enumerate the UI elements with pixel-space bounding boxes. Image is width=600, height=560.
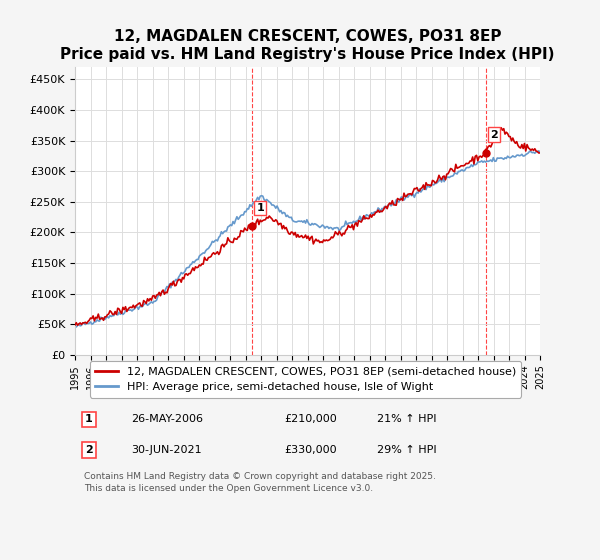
- Text: Contains HM Land Registry data © Crown copyright and database right 2025.
This d: Contains HM Land Registry data © Crown c…: [84, 472, 436, 493]
- Text: 26-MAY-2006: 26-MAY-2006: [131, 414, 203, 424]
- Title: 12, MAGDALEN CRESCENT, COWES, PO31 8EP
Price paid vs. HM Land Registry's House P: 12, MAGDALEN CRESCENT, COWES, PO31 8EP P…: [60, 30, 555, 62]
- Text: £330,000: £330,000: [284, 445, 337, 455]
- Text: 29% ↑ HPI: 29% ↑ HPI: [377, 445, 437, 455]
- Text: 2: 2: [490, 129, 498, 139]
- Text: £210,000: £210,000: [284, 414, 337, 424]
- Text: 1: 1: [256, 203, 264, 213]
- Text: 21% ↑ HPI: 21% ↑ HPI: [377, 414, 437, 424]
- Text: 2: 2: [85, 445, 93, 455]
- Legend: 12, MAGDALEN CRESCENT, COWES, PO31 8EP (semi-detached house), HPI: Average price: 12, MAGDALEN CRESCENT, COWES, PO31 8EP (…: [90, 361, 521, 398]
- Text: 30-JUN-2021: 30-JUN-2021: [131, 445, 202, 455]
- Text: 1: 1: [85, 414, 93, 424]
